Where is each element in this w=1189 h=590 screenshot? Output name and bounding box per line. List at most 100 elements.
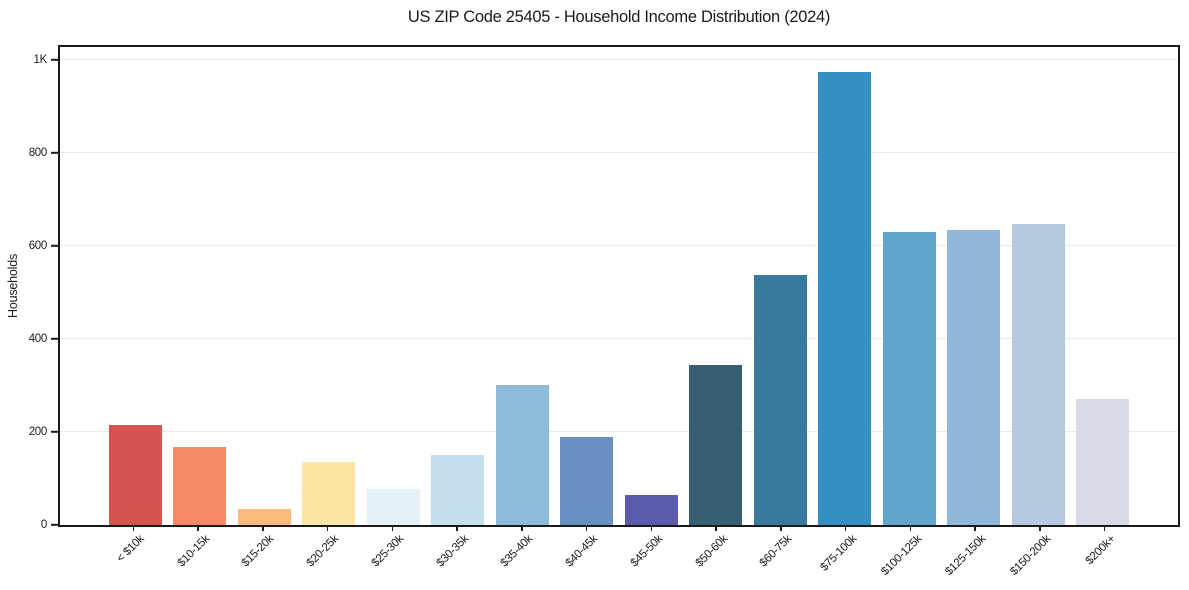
- x-axis-labels: < $10k $10-15k $15-20k $20-25k $25-30k $30-35…: [101, 532, 1137, 582]
- chart-title: US ZIP Code 25405 - Household Income Dis…: [407, 8, 831, 26]
- x-label-slot: $15-20k: [231, 532, 296, 582]
- gridline: [60, 431, 1178, 433]
- gridline: [60, 152, 1178, 154]
- gridline: [60, 338, 1178, 340]
- bar-slot: [942, 47, 1007, 525]
- x-label-slot: $100-125k: [878, 532, 943, 582]
- x-tick-mark: [1103, 525, 1106, 531]
- x-tick-label: $125-150k: [943, 533, 989, 579]
- x-label-slot: $35-40k: [490, 532, 555, 582]
- x-tick-label: $30-35k: [434, 533, 471, 570]
- x-label-slot: $200k+: [1072, 532, 1137, 582]
- plot-area: 0 200 400 600 800 1K < $10k $10-15k $15-20k $20-…: [29, 45, 1180, 578]
- x-tick-slot: [490, 525, 555, 531]
- x-tick-mark: [909, 525, 912, 531]
- x-label-slot: $125-150k: [943, 532, 1008, 582]
- bar-$30-35k: [431, 454, 485, 525]
- bar-slot: [103, 47, 168, 525]
- y-tick-label: 200: [28, 426, 48, 439]
- x-tick-slot: [619, 525, 684, 531]
- x-label-slot: < $10k: [101, 532, 166, 582]
- x-tick-label: $20-25k: [304, 533, 342, 570]
- bar-slot: [361, 47, 426, 525]
- x-tick-mark: [326, 525, 329, 531]
- x-axis-ticks: [101, 525, 1137, 531]
- y-tick-mark: [51, 431, 58, 433]
- x-tick-slot: [878, 525, 943, 531]
- x-tick-label: $75-100k: [818, 533, 860, 574]
- y-tick-label: 0: [40, 519, 47, 531]
- x-tick-mark: [650, 525, 653, 531]
- bar-$200k+: [1076, 399, 1130, 525]
- bar-slot: [555, 47, 620, 525]
- y-tick-label: 400: [28, 333, 48, 346]
- x-tick-label: $200k+: [1083, 533, 1119, 568]
- x-label-slot: $10-15k: [166, 532, 231, 582]
- x-tick-mark: [1039, 525, 1041, 531]
- x-label-slot: $50-60k: [684, 532, 749, 582]
- x-tick-slot: [1072, 525, 1137, 531]
- x-tick-mark: [844, 525, 847, 531]
- bar-slot: [748, 47, 813, 525]
- y-tick-label: 800: [28, 147, 48, 160]
- x-tick-mark: [780, 525, 782, 531]
- bar-slot: [297, 47, 362, 525]
- bar-$15-20k: [237, 509, 291, 525]
- x-label-slot: $30-35k: [425, 532, 490, 582]
- bar-$20-25k: [302, 462, 356, 525]
- gridline: [60, 245, 1178, 247]
- bar-slot: [813, 47, 878, 525]
- x-tick-slot: [425, 525, 490, 531]
- x-label-slot: $40-45k: [554, 532, 619, 582]
- bar-$60-75k: [753, 275, 807, 525]
- x-label-slot: $45-50k: [619, 532, 684, 582]
- x-label-slot: $25-30k: [360, 532, 425, 582]
- y-tick-mark: [51, 524, 58, 526]
- bar-$150-200k: [1011, 224, 1065, 525]
- x-tick-slot: [101, 525, 166, 531]
- x-tick-slot: [813, 525, 878, 531]
- x-tick-slot: [684, 525, 749, 531]
- y-tick-mark: [51, 338, 58, 340]
- x-tick-label: $45-50k: [628, 533, 665, 570]
- x-tick-mark: [521, 525, 523, 531]
- x-tick-slot: [166, 525, 231, 531]
- x-tick-mark: [391, 525, 394, 531]
- y-tick-mark: [51, 59, 58, 61]
- x-tick-slot: [231, 525, 296, 531]
- y-tick-label: 1K: [33, 54, 48, 67]
- x-tick-slot: [360, 525, 425, 531]
- x-tick-slot: [943, 525, 1008, 531]
- y-tick-mark: [51, 152, 58, 154]
- x-tick-slot: [1008, 525, 1073, 531]
- bar-$50-60k: [689, 364, 743, 525]
- y-tick-mark: [51, 245, 58, 247]
- bar-$25-30k: [366, 488, 420, 525]
- bar-$45-50k: [624, 495, 678, 525]
- x-label-slot: $75-100k: [813, 532, 878, 582]
- y-axis-label: Households: [6, 253, 20, 319]
- x-tick-label: < $10k: [114, 533, 147, 565]
- bar-slot: [1006, 47, 1071, 525]
- y-tick-label: 600: [28, 240, 48, 253]
- bar-slot: [426, 47, 491, 525]
- x-label-slot: $60-75k: [749, 532, 814, 582]
- bar-slot: [877, 47, 942, 525]
- x-tick-label: $10-15k: [175, 533, 212, 570]
- bars: [60, 47, 1178, 525]
- bar-$100-125k: [882, 232, 936, 525]
- bar-$75-100k: [818, 71, 872, 525]
- bar-slot: [684, 47, 749, 525]
- x-tick-label: $50-60k: [693, 533, 730, 570]
- x-tick-label: $15-20k: [239, 533, 277, 570]
- bar-slot: [168, 47, 233, 525]
- bar-slot: [490, 47, 555, 525]
- x-tick-label: $100-125k: [878, 533, 924, 579]
- x-tick-slot: [295, 525, 360, 531]
- x-tick-mark: [132, 525, 135, 531]
- x-tick-mark: [262, 525, 264, 531]
- x-tick-label: $35-40k: [498, 533, 536, 570]
- bar-$35-40k: [495, 384, 549, 525]
- bar-$40-45k: [560, 436, 614, 525]
